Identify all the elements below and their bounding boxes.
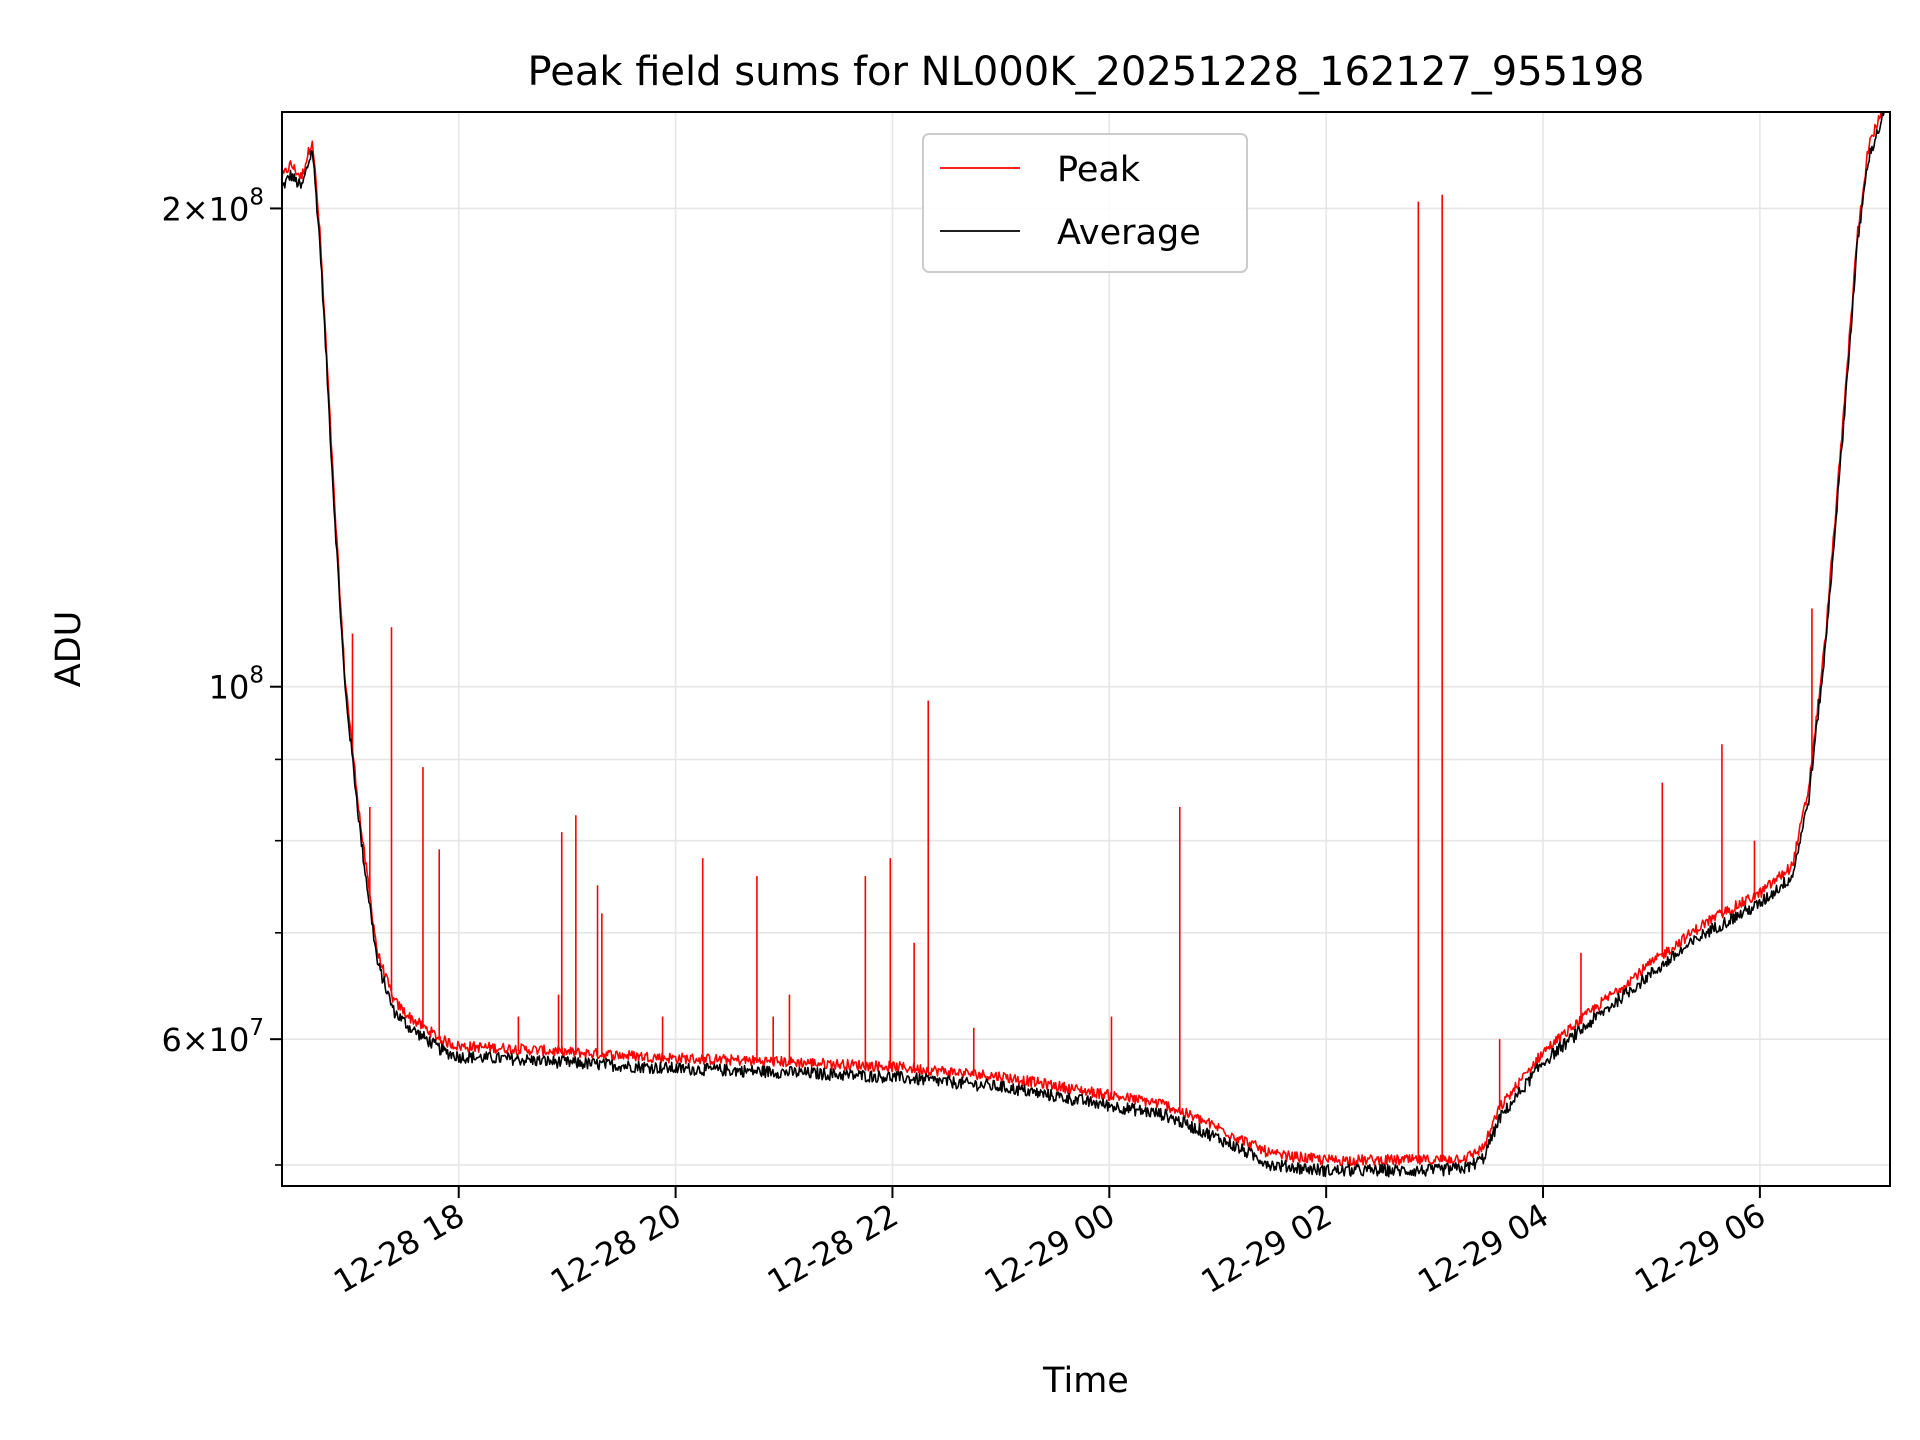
- legend: Peak Average: [922, 133, 1248, 273]
- y-axis-label: ADU: [49, 611, 89, 688]
- plot-frame: [281, 111, 1891, 1187]
- y-axis-ticks: 6×107 108 2×108: [161, 184, 282, 1166]
- chart-title: Peak field sums for NL000K_20251228_1621…: [528, 49, 1645, 95]
- peak-spikes: [351, 194, 1813, 1163]
- y-tick-label-0: 6×107: [161, 1015, 264, 1059]
- average-series-line: [282, 112, 1885, 1178]
- legend-peak-label: Peak: [1057, 150, 1141, 190]
- series-group: [282, 112, 1885, 1178]
- y-tick-label-1: 108: [209, 663, 264, 707]
- peak-series-line: [282, 112, 1882, 1167]
- y-tick-label-2: 2×108: [161, 184, 264, 228]
- legend-average-label: Average: [1057, 213, 1201, 253]
- x-axis-label: Time: [1042, 1361, 1129, 1401]
